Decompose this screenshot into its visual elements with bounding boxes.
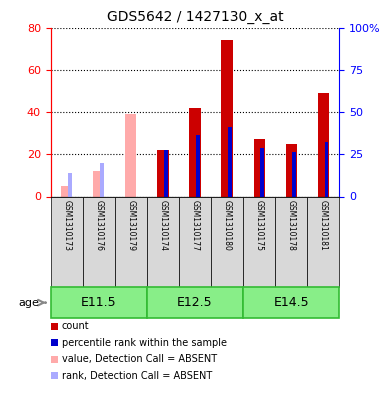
Bar xyxy=(125,114,136,196)
Text: rank, Detection Call = ABSENT: rank, Detection Call = ABSENT xyxy=(62,371,212,381)
Text: GSM1310179: GSM1310179 xyxy=(126,200,135,252)
Bar xyxy=(318,93,329,196)
Bar xyxy=(164,150,168,196)
Bar xyxy=(93,171,105,196)
Text: value, Detection Call = ABSENT: value, Detection Call = ABSENT xyxy=(62,354,217,364)
Text: GSM1310177: GSM1310177 xyxy=(190,200,200,252)
Text: E11.5: E11.5 xyxy=(81,296,117,309)
Text: age: age xyxy=(18,298,39,308)
Text: percentile rank within the sample: percentile rank within the sample xyxy=(62,338,227,348)
Bar xyxy=(61,186,73,196)
Bar xyxy=(324,141,328,196)
Bar xyxy=(190,108,200,196)
Text: GSM1310181: GSM1310181 xyxy=(319,200,328,251)
Bar xyxy=(254,140,265,196)
Bar xyxy=(100,163,104,196)
Text: GSM1310180: GSM1310180 xyxy=(223,200,232,251)
Text: GSM1310174: GSM1310174 xyxy=(158,200,167,252)
Text: count: count xyxy=(62,321,89,331)
Bar xyxy=(68,173,72,196)
Bar xyxy=(157,150,168,196)
Text: E14.5: E14.5 xyxy=(273,296,309,309)
Bar xyxy=(261,148,264,196)
Text: E12.5: E12.5 xyxy=(177,296,213,309)
Text: GSM1310176: GSM1310176 xyxy=(94,200,103,252)
Bar xyxy=(222,40,233,196)
Bar xyxy=(292,152,296,196)
Bar xyxy=(196,135,200,196)
Bar xyxy=(285,144,297,196)
Text: GSM1310175: GSM1310175 xyxy=(255,200,264,252)
Bar xyxy=(229,127,232,196)
Text: GSM1310178: GSM1310178 xyxy=(287,200,296,251)
Text: GDS5642 / 1427130_x_at: GDS5642 / 1427130_x_at xyxy=(107,10,283,24)
Text: GSM1310173: GSM1310173 xyxy=(62,200,71,252)
